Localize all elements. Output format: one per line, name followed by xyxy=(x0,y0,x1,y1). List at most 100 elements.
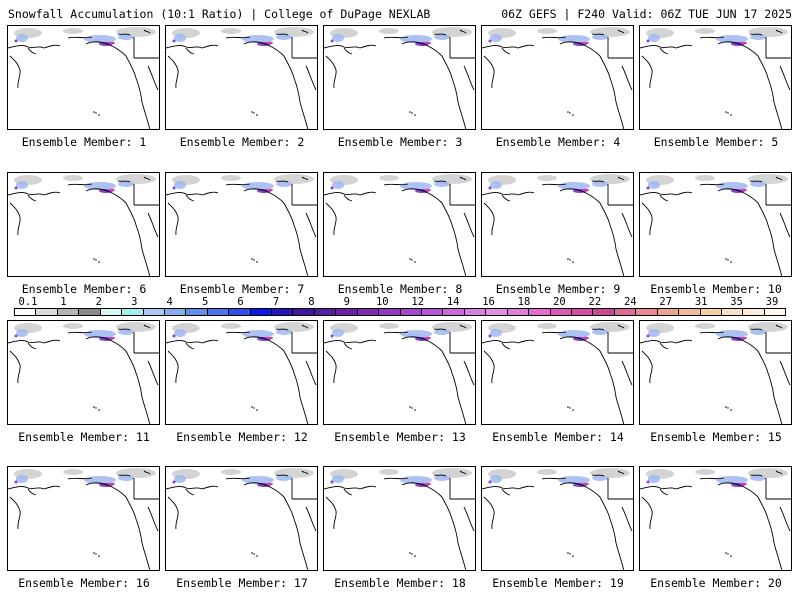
ensemble-member-map xyxy=(323,320,476,425)
colorbar-swatch xyxy=(379,309,401,315)
snowfall-map-graphic xyxy=(8,174,159,276)
snowfall-map-graphic xyxy=(8,322,159,424)
colorbar-swatch xyxy=(15,309,37,315)
ensemble-member-map xyxy=(481,320,634,425)
snowfall-map-graphic xyxy=(8,468,159,570)
ensemble-member-map xyxy=(639,172,792,277)
colorbar-tick-label: 6 xyxy=(237,296,244,308)
colorbar-swatch xyxy=(314,309,337,315)
snowfall-map-graphic xyxy=(640,468,791,570)
colorbar-tick-label: 16 xyxy=(482,296,495,308)
colorbar-tick-label: 35 xyxy=(730,296,743,308)
colorbar-tick-label: 8 xyxy=(308,296,315,308)
colorbar-tick-label: 2 xyxy=(95,296,103,308)
colorbar-swatch xyxy=(293,309,315,315)
colorbar-swatch xyxy=(422,309,444,315)
snowfall-map-graphic xyxy=(166,468,317,570)
ensemble-member-label: Ensemble Member: 12 xyxy=(176,430,308,444)
colorbar-swatch xyxy=(486,309,508,315)
snowfall-map-graphic xyxy=(482,468,633,570)
colorbar-tick-label: 18 xyxy=(517,296,531,308)
colorbar-tick-label: 7 xyxy=(272,296,280,308)
ensemble-member-map xyxy=(165,466,318,571)
colorbar-tick-label: 4 xyxy=(166,296,173,308)
colorbar-swatch xyxy=(79,309,101,315)
snowfall-map-graphic xyxy=(324,27,475,129)
colorbar-swatch xyxy=(36,309,58,315)
snowfall-map-graphic xyxy=(324,468,475,570)
ensemble-member-map xyxy=(323,172,476,277)
title-left: Snowfall Accumulation (10:1 Ratio) | Col… xyxy=(8,7,431,21)
colorbar-swatch xyxy=(464,309,487,315)
snowfall-map-graphic xyxy=(324,174,475,276)
colorbar-tick-label: 24 xyxy=(623,296,637,308)
colorbar-swatch xyxy=(229,309,251,315)
colorbar-swatch xyxy=(207,309,230,315)
snowfall-map-graphic xyxy=(640,27,791,129)
ensemble-member-map xyxy=(639,25,792,130)
colorbar-swatch xyxy=(443,309,465,315)
ensemble-member-map xyxy=(323,466,476,571)
colorbar-swatch xyxy=(507,309,530,315)
colorbar-swatch xyxy=(250,309,273,315)
colorbar-swatch xyxy=(571,309,594,315)
ensemble-member-label: Ensemble Member: 8 xyxy=(337,282,463,296)
colorbar-swatch xyxy=(700,309,722,315)
snowfall-colorbar: 0.1 1 2 3 4 5 6 7 8 9 10 12 14 16 18 20 22 24 27 31 35 39 xyxy=(14,296,786,318)
colorbar-swatch xyxy=(122,309,144,315)
ensemble-member-map xyxy=(639,466,792,571)
colorbar-swatch xyxy=(529,309,551,315)
ensemble-member-label: Ensemble Member: 1 xyxy=(21,135,147,149)
snowfall-map-graphic xyxy=(482,27,633,129)
snowfall-map-graphic xyxy=(166,174,317,276)
ensemble-member-label: Ensemble Member: 19 xyxy=(492,576,624,590)
ensemble-member-map xyxy=(481,25,634,130)
colorbar-tick-label: 0.1 xyxy=(18,296,38,308)
ensemble-member-map xyxy=(165,320,318,425)
ensemble-member-label: Ensemble Member: 15 xyxy=(650,430,782,444)
colorbar-swatch xyxy=(357,309,380,315)
snowfall-map-graphic xyxy=(640,174,791,276)
ensemble-member-map xyxy=(323,25,476,130)
snowfall-map-graphic xyxy=(324,322,475,424)
colorbar-swatch xyxy=(164,309,187,315)
ensemble-member-map xyxy=(481,466,634,571)
colorbar-tick-label: 1 xyxy=(60,296,67,308)
colorbar-swatches xyxy=(14,308,786,316)
ensemble-member-label: Ensemble Member: 5 xyxy=(653,135,779,149)
ensemble-member-label: Ensemble Member: 20 xyxy=(650,576,782,590)
ensemble-member-label: Ensemble Member: 6 xyxy=(21,282,147,296)
colorbar-tick-label: 31 xyxy=(694,296,708,308)
colorbar-tick-label: 27 xyxy=(659,296,673,308)
colorbar-swatch xyxy=(593,309,615,315)
colorbar-swatch xyxy=(550,309,572,315)
ensemble-member-label: Ensemble Member: 14 xyxy=(492,430,624,444)
colorbar-tick-label: 9 xyxy=(343,296,351,308)
colorbar-tick-label: 3 xyxy=(131,296,138,308)
ensemble-member-map xyxy=(7,25,160,130)
ensemble-member-label: Ensemble Member: 4 xyxy=(495,135,621,149)
title-right: 06Z GEFS | F240 Valid: 06Z TUE JUN 17 20… xyxy=(501,7,792,21)
colorbar-swatch xyxy=(57,309,80,315)
colorbar-swatch xyxy=(100,309,123,315)
ensemble-member-label: Ensemble Member: 11 xyxy=(18,430,150,444)
colorbar-tick-label: 20 xyxy=(553,296,566,308)
ensemble-member-label: Ensemble Member: 9 xyxy=(495,282,621,296)
ensemble-member-label: Ensemble Member: 13 xyxy=(334,430,466,444)
snowfall-map-graphic xyxy=(8,27,159,129)
ensemble-member-map xyxy=(7,466,160,571)
ensemble-member-map xyxy=(165,172,318,277)
colorbar-swatch xyxy=(614,309,637,315)
colorbar-swatch xyxy=(336,309,358,315)
snowfall-map-graphic xyxy=(640,322,791,424)
ensemble-member-label: Ensemble Member: 2 xyxy=(179,135,305,149)
ensemble-member-map xyxy=(165,25,318,130)
colorbar-swatch xyxy=(400,309,423,315)
ensemble-member-label: Ensemble Member: 18 xyxy=(334,576,466,590)
colorbar-tick-label: 10 xyxy=(375,296,389,308)
ensemble-member-map xyxy=(639,320,792,425)
colorbar-tick-label: 22 xyxy=(588,296,602,308)
snowfall-map-graphic xyxy=(166,27,317,129)
colorbar-swatch xyxy=(743,309,765,315)
colorbar-tick-label: 14 xyxy=(446,296,460,308)
